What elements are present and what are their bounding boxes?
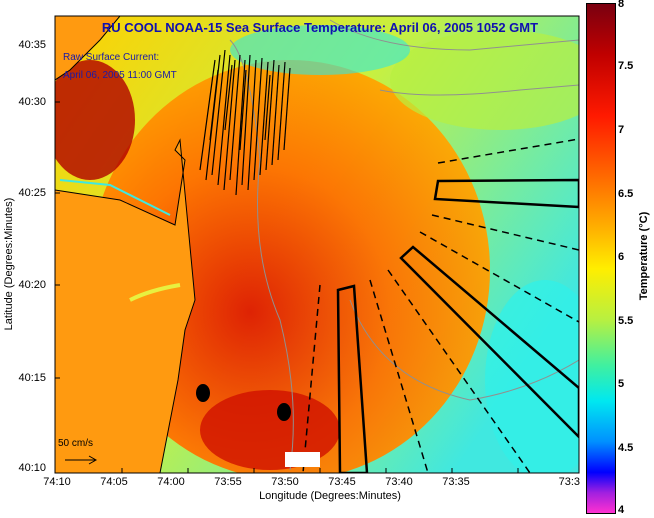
x-tick-label: 74:05 [100, 476, 128, 488]
colorbar-tick: 5.5 [618, 315, 634, 327]
warm-water-region [90, 60, 490, 473]
x-tick-label: 73:55 [214, 476, 242, 488]
colorbar-tick: 4 [618, 504, 625, 516]
x-tick-label: 74:00 [157, 476, 185, 488]
axis-ticks [55, 15, 519, 473]
colorbar-tick: 7.5 [618, 60, 634, 72]
x-tick-label: 73:45 [328, 476, 356, 488]
page-title: RU COOL NOAA-15 Sea Surface Temperature:… [101, 20, 539, 35]
scale-arrow [65, 455, 98, 465]
x-tick-label: 73:35 [442, 476, 470, 488]
station-marker [277, 403, 291, 421]
y-tick-label: 40:10 [18, 462, 46, 474]
colorbar-tick: 5 [618, 378, 625, 390]
station-marker [196, 384, 210, 402]
colorbar-tick: 8 [618, 0, 625, 10]
land-mass [55, 138, 196, 473]
x-tick-label: 73:40 [385, 476, 413, 488]
x-tick-label: 73:3 [558, 476, 580, 488]
sampling-boxes [336, 178, 579, 473]
y-tick-label: 40:15 [18, 372, 46, 384]
colorbar-title: Temperature (°C) [638, 211, 650, 301]
scale-label: 50 cm/s [58, 438, 94, 449]
current-label-line2: April 06, 2005 11:00 GMT [63, 70, 177, 81]
colorbar-tick: 4.5 [618, 442, 634, 454]
colorbar-tick: 6 [618, 251, 625, 263]
surface-current-vectors [199, 49, 291, 196]
colorbar-tick: 7 [618, 124, 625, 136]
y-tick-label: 40:20 [18, 279, 46, 291]
y-tick-label: 40:30 [18, 96, 46, 108]
survey-lines [302, 138, 579, 473]
colorbar [586, 3, 616, 514]
y-axis-title: Latitude (Degrees:Minutes) [3, 197, 15, 331]
current-label-line1: Raw Surface Current: [63, 52, 160, 63]
x-tick-label: 73:50 [271, 476, 299, 488]
y-tick-label: 40:35 [18, 39, 46, 51]
x-axis-title: Longitude (Degrees:Minutes) [259, 490, 401, 502]
plot-frame [54, 15, 580, 474]
x-tick-label: 74:10 [43, 476, 71, 488]
colorbar-tick: 6.5 [618, 188, 634, 200]
y-tick-label: 40:25 [18, 187, 46, 199]
